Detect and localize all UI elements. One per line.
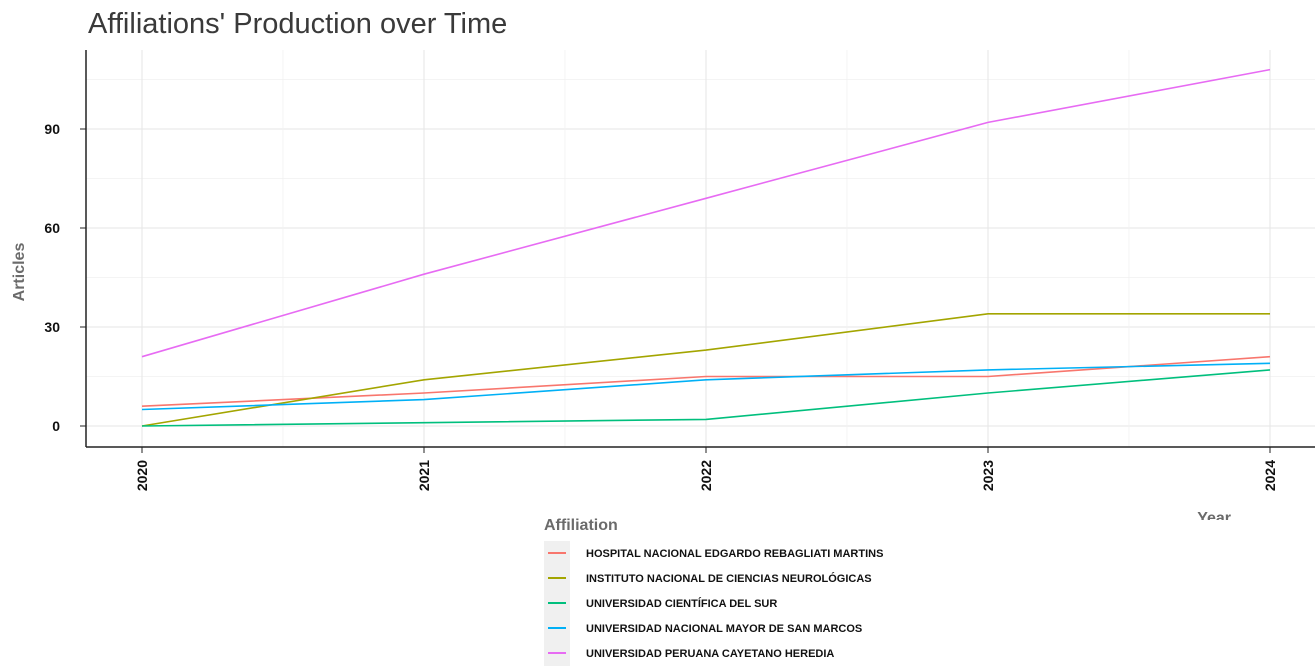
legend-item: UNIVERSIDAD NACIONAL MAYOR DE SAN MARCOS bbox=[544, 616, 883, 641]
series-line bbox=[141, 312, 1270, 427]
legend-item: UNIVERSIDAD CIENTÍFICA DEL SUR bbox=[544, 591, 883, 616]
y-tick-label: 90 bbox=[44, 121, 60, 137]
series-line bbox=[141, 68, 1271, 358]
legend-swatch bbox=[548, 602, 566, 604]
y-ticks: 0 30 60 90 bbox=[44, 121, 86, 434]
legend-key bbox=[544, 591, 570, 616]
y-tick-label: 0 bbox=[52, 418, 60, 434]
legend-label: HOSPITAL NACIONAL EDGARDO REBAGLIATI MAR… bbox=[586, 547, 884, 560]
y-axis-title: Articles bbox=[11, 243, 28, 302]
series-lines bbox=[141, 68, 1271, 427]
legend: Affiliation HOSPITAL NACIONAL EDGARDO RE… bbox=[544, 517, 883, 666]
x-tick-label: 2024 bbox=[1262, 460, 1278, 491]
legend-swatch bbox=[548, 552, 566, 554]
y-tick-label: 30 bbox=[44, 319, 60, 335]
chart-title: Affiliations' Production over Time bbox=[88, 8, 508, 40]
legend-label: UNIVERSIDAD NACIONAL MAYOR DE SAN MARCOS bbox=[586, 622, 863, 635]
legend-key bbox=[544, 616, 570, 641]
x-tick-label: 2023 bbox=[980, 460, 996, 491]
axes bbox=[85, 50, 1315, 448]
legend-item: INSTITUTO NACIONAL DE CIENCIAS NEUROLÓGI… bbox=[544, 566, 883, 591]
legend-key bbox=[544, 641, 570, 666]
legend-items: HOSPITAL NACIONAL EDGARDO REBAGLIATI MAR… bbox=[544, 541, 883, 666]
legend-label: INSTITUTO NACIONAL DE CIENCIAS NEUROLÓGI… bbox=[586, 572, 872, 585]
legend-title: Affiliation bbox=[544, 517, 618, 534]
x-tick-label: 2020 bbox=[134, 460, 150, 491]
x-axis-title: Year bbox=[1197, 510, 1231, 520]
legend-swatch bbox=[548, 577, 566, 579]
legend-label: UNIVERSIDAD PERUANA CAYETANO HEREDIA bbox=[586, 647, 835, 660]
line-chart: 0 30 60 90 2020 2021 2022 2023 2024 Articles Ye… bbox=[11, 50, 1315, 520]
x-tick-label: 2022 bbox=[698, 460, 714, 491]
legend-swatch bbox=[548, 627, 566, 629]
series-line bbox=[141, 362, 1271, 411]
x-ticks: 2020 2021 2022 2023 2024 bbox=[134, 447, 1278, 491]
x-tick-label: 2021 bbox=[416, 460, 432, 491]
y-tick-label: 60 bbox=[44, 220, 60, 236]
legend-key bbox=[544, 541, 570, 566]
legend-item: UNIVERSIDAD PERUANA CAYETANO HEREDIA bbox=[544, 641, 883, 666]
series-line bbox=[141, 369, 1271, 427]
legend-key bbox=[544, 566, 570, 591]
grid-lines bbox=[86, 50, 1315, 447]
legend-swatch bbox=[548, 652, 566, 654]
series-line bbox=[141, 355, 1271, 407]
legend-label: UNIVERSIDAD CIENTÍFICA DEL SUR bbox=[586, 597, 778, 610]
legend-item: HOSPITAL NACIONAL EDGARDO REBAGLIATI MAR… bbox=[544, 541, 883, 566]
